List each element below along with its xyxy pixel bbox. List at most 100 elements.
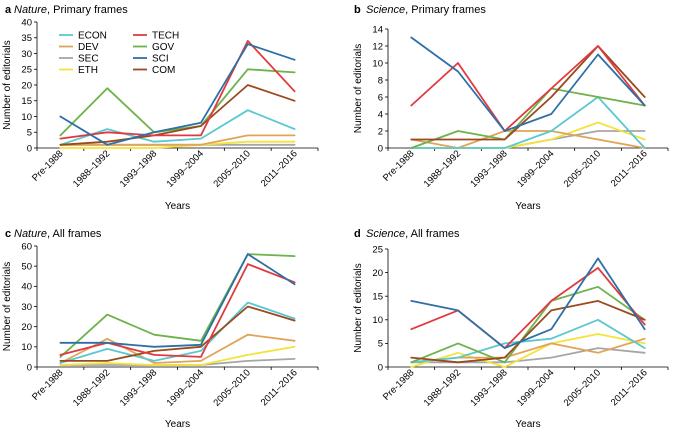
x-tick-label: 1999–2004 (515, 148, 556, 189)
legend-label-sec: SEC (78, 54, 99, 65)
y-tick-label: 20 (21, 80, 32, 91)
x-tick-label: 1999–2004 (165, 148, 206, 189)
x-tick-label: 2005–2010 (211, 148, 252, 189)
series-line-sci (410, 257, 646, 350)
series-line-com (59, 84, 296, 146)
y-tick-label: 35 (21, 33, 32, 44)
y-axis-label: Number of editorials (353, 263, 364, 352)
x-tick-label: 1993–1998 (118, 367, 159, 408)
series-line-tech (59, 40, 296, 140)
series-line-econ (410, 96, 646, 149)
x-tick-label: Pre-1988 (381, 148, 416, 183)
series-line-gov (59, 253, 296, 358)
title-frames: , All frames (405, 228, 460, 240)
y-tick-label: 40 (21, 282, 32, 293)
title-journal: Science (366, 4, 405, 16)
series-line-dev (59, 134, 296, 146)
y-tick-label: 2 (378, 126, 383, 137)
y-tick-label: 15 (372, 292, 383, 303)
title-journal: Science (366, 228, 405, 240)
y-tick-label: 40 (21, 17, 32, 28)
y-tick-label: 10 (372, 58, 383, 69)
series-line-sci (410, 36, 646, 132)
x-axis-label: Years (165, 201, 190, 212)
y-tick-label: 20 (372, 268, 383, 279)
y-tick-label: 10 (21, 112, 32, 123)
x-axis-label: Years (515, 201, 540, 212)
panel-title: Science, Primary frames (366, 4, 486, 16)
legend-label-gov: GOV (152, 42, 175, 53)
title-frames: , All frames (47, 228, 102, 240)
y-tick-label: 12 (372, 41, 383, 52)
x-tick-label: 1988–1992 (422, 367, 463, 408)
y-tick-label: 50 (21, 261, 32, 272)
legend-label-sci: SCI (152, 54, 169, 65)
title-frames: , Primary frames (47, 4, 128, 16)
x-tick-label: 1993–1998 (468, 148, 509, 189)
title-journal: Nature (14, 4, 47, 16)
x-tick-label: 2011–2016 (259, 367, 300, 408)
series-line-econ (410, 318, 646, 364)
x-tick-label: Pre-1988 (30, 148, 65, 183)
y-tick-label: 14 (372, 24, 383, 35)
series-line-dev (410, 130, 646, 149)
panel-letter: b (354, 4, 361, 16)
y-tick-label: 8 (378, 75, 383, 86)
x-tick-label: 1999–2004 (165, 367, 206, 408)
series-line-gov (410, 87, 646, 149)
y-tick-label: 0 (27, 362, 32, 373)
series-line-tech (59, 263, 296, 358)
y-tick-label: 6 (378, 92, 383, 103)
panel-title: Nature, Primary frames (14, 4, 128, 16)
x-tick-label: Pre-1988 (381, 367, 416, 402)
x-tick-label: 2005–2010 (562, 148, 603, 189)
title-frames: , Primary frames (405, 4, 486, 16)
x-tick-label: 2005–2010 (562, 367, 603, 408)
y-tick-label: 0 (27, 143, 32, 154)
legend-label-econ: ECON (78, 31, 107, 42)
x-axis-label: Years (515, 419, 540, 430)
panel-title: Nature, All frames (14, 228, 102, 240)
legend-label-eth: ETH (78, 65, 98, 76)
x-tick-label: 1993–1998 (118, 148, 159, 189)
y-tick-label: 25 (21, 65, 32, 76)
series-line-sci (59, 253, 296, 348)
series-line-com (59, 305, 296, 362)
panel-title: Science, All frames (366, 228, 460, 240)
y-tick-label: 5 (27, 128, 32, 139)
legend-label-dev: DEV (78, 42, 99, 53)
x-tick-label: 1988–1992 (71, 367, 112, 408)
chart-panel-b: b Science, Primary frames 0 2 4 6 8 10 12 14 Pre-1… (353, 4, 669, 212)
series-line-eth (59, 345, 296, 366)
series-line-gov (410, 285, 646, 364)
series-line-eth (59, 140, 296, 149)
panel-letter: d (354, 228, 361, 240)
y-tick-label: 10 (21, 342, 32, 353)
x-axis-label: Years (165, 419, 190, 430)
y-tick-label: 4 (378, 109, 383, 120)
y-axis-label: Number of editorials (353, 44, 364, 133)
y-tick-label: 15 (21, 96, 32, 107)
y-tick-label: 5 (378, 339, 383, 350)
series-line-tech (410, 45, 646, 132)
panel-letter: a (5, 4, 12, 16)
x-tick-label: 1993–1998 (468, 367, 509, 408)
series-line-eth (410, 333, 646, 368)
y-axis-label: Number of editorials (2, 262, 13, 351)
y-tick-label: 25 (372, 244, 383, 255)
x-tick-label: 2011–2016 (609, 148, 650, 189)
x-tick-label: 2011–2016 (259, 148, 300, 189)
series-line-sci (59, 43, 296, 146)
y-tick-label: 0 (378, 362, 383, 373)
x-tick-label: Pre-1988 (30, 367, 65, 402)
series-line-tech (410, 266, 646, 350)
x-tick-label: 1988–1992 (422, 148, 463, 189)
series-line-gov (59, 68, 296, 137)
chart-panel-a: a Nature, Primary frames 0 5 10 15 20 25 30 35 40 P… (2, 4, 319, 212)
y-axis-label: Number of editorials (2, 40, 13, 129)
y-tick-label: 30 (21, 49, 32, 60)
x-tick-label: 2011–2016 (609, 367, 650, 408)
